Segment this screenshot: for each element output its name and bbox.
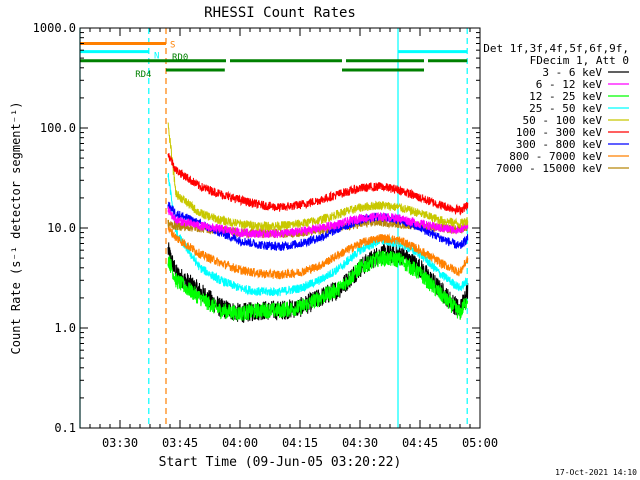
- series-lines: [167, 122, 469, 323]
- y-axis-ticks: 0.1 1.0 10.0 100.0 1000.0: [33, 21, 480, 435]
- legend-label-0: 3 - 6 keV: [542, 66, 602, 79]
- x-tick-label-5: 04:45: [402, 436, 438, 450]
- legend-label-1: 6 - 12 keV: [536, 78, 603, 91]
- series-line-4: [167, 122, 469, 232]
- legend-label-7: 800 - 7000 keV: [509, 150, 602, 163]
- x-tick-label-0: 03:30: [102, 436, 138, 450]
- legend-header-line-1: Det 1f,3f,4f,5f,6f,9f,: [483, 42, 629, 55]
- flag-bars: S N RD0 RD4: [80, 40, 468, 80]
- series-line-2: [167, 250, 469, 322]
- x-tick-label-4: 04:30: [342, 436, 378, 450]
- y-axis-label: Count Rate (s⁻¹ detector segment⁻¹): [9, 102, 23, 355]
- series-line-7: [167, 225, 469, 280]
- legend-label-6: 300 - 800 keV: [516, 138, 602, 151]
- legend: Det 1f,3f,4f,5f,6f,9f, FDecim 1, Att 0 3…: [483, 42, 629, 175]
- legend-header-line-2: FDecim 1, Att 0: [530, 54, 629, 67]
- x-axis-label: Start Time (09-Jun-05 03:20:22): [159, 455, 402, 470]
- flag-label-n: N: [154, 52, 159, 62]
- legend-label-2: 12 - 25 keV: [529, 90, 602, 103]
- legend-label-5: 100 - 300 keV: [516, 126, 602, 139]
- y-tick-label-1: 1.0: [54, 321, 76, 335]
- y-tick-label-3: 100.0: [40, 121, 76, 135]
- x-axis-ticks: 03:30 03:45 04:00 04:15 04:30 04:45 05:00: [79, 28, 498, 450]
- y-tick-label-2: 10.0: [47, 221, 76, 235]
- legend-label-8: 7000 - 15000 keV: [496, 162, 602, 175]
- timestamp: 17-Oct-2021 14:10: [555, 468, 637, 477]
- chart-title: RHESSI Count Rates: [204, 5, 356, 21]
- legend-label-3: 25 - 50 keV: [529, 102, 602, 115]
- flag-label-rd4: RD4: [135, 70, 151, 80]
- legend-label-4: 50 - 100 keV: [523, 114, 603, 127]
- series-line-3: [167, 172, 469, 297]
- series-line-5: [167, 152, 469, 216]
- x-tick-label-3: 04:15: [282, 436, 318, 450]
- y-tick-label-0: 0.1: [54, 421, 76, 435]
- series-line-1: [167, 206, 469, 239]
- x-tick-label-2: 04:00: [222, 436, 258, 450]
- flag-label-s: S: [170, 40, 175, 50]
- y-tick-label-4: 1000.0: [33, 21, 76, 35]
- x-tick-label-1: 03:45: [162, 436, 198, 450]
- flag-label-rd0: RD0: [172, 53, 188, 63]
- series-line-6: [167, 201, 469, 251]
- x-tick-label-6: 05:00: [462, 436, 498, 450]
